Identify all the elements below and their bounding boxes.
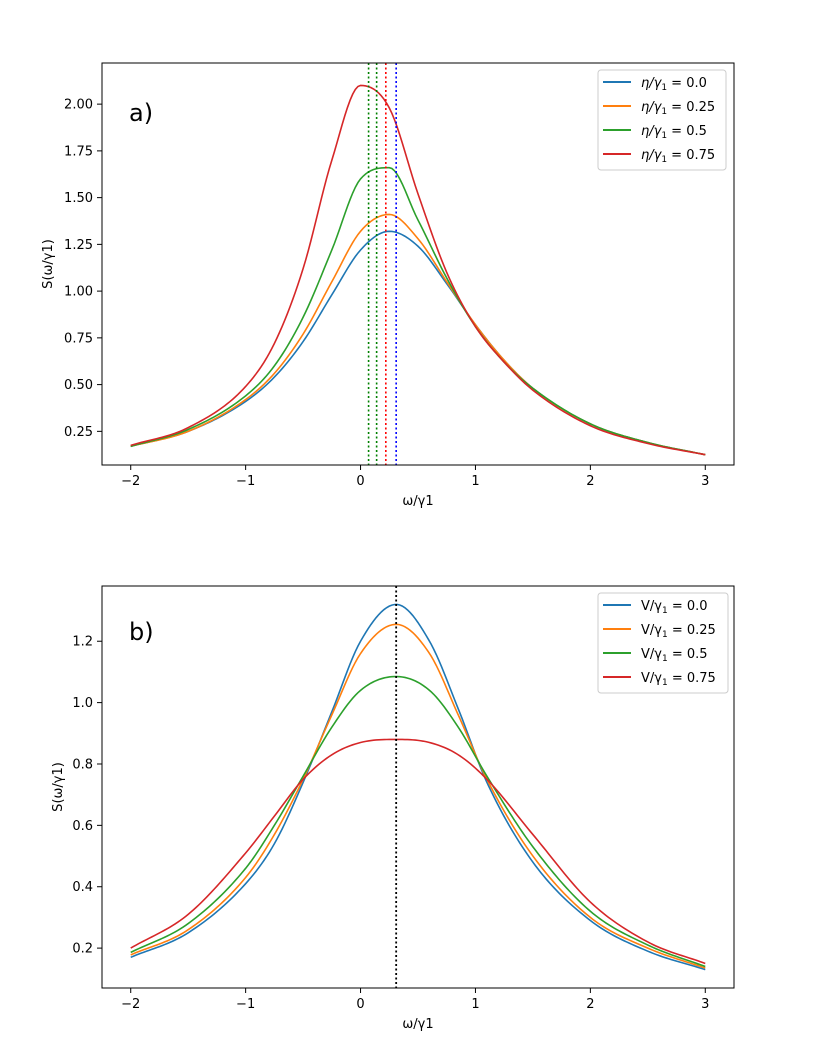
x-tick-label-b: 2 — [586, 997, 594, 1012]
legend-box-a — [597, 69, 727, 171]
series-line-b-1 — [130, 623, 706, 969]
x-tick-label-a: 0 — [356, 474, 364, 489]
legend-label-a-1: η/γ1 = 0.25 — [641, 100, 715, 117]
y-tick-label-a: 2.00 — [64, 98, 93, 113]
plot-frame-b — [101, 585, 735, 989]
y-tick-label-a: 1.50 — [64, 191, 93, 206]
series-line-b-3 — [130, 738, 706, 965]
x-tick-label-a: −1 — [236, 474, 255, 489]
x-tick-label-a: 2 — [586, 474, 594, 489]
legend-label-b-2: V/γ1 = 0.5 — [641, 647, 708, 664]
panel-label-b: b) — [129, 618, 154, 646]
y-tick-label-b: 1.2 — [72, 635, 93, 650]
plot-content-b — [130, 586, 706, 988]
x-tick-label-b: 3 — [701, 997, 709, 1012]
y-tick-label-b: 0.4 — [72, 880, 93, 895]
x-tick-label-b: −1 — [236, 997, 255, 1012]
plot-content-a — [130, 63, 706, 465]
legend-box-b — [597, 592, 729, 694]
y-axis-label-b: S(ω/γ1) — [51, 762, 66, 812]
legend-label-a-3: η/γ1 = 0.75 — [641, 148, 715, 165]
x-tick-label-a: −2 — [121, 474, 140, 489]
y-ticks-a: 0.25 0.50 0.75 1.00 1.25 1.50 1.75 2.00 — [64, 98, 102, 440]
y-ticks-b: 0.2 0.4 0.6 0.8 1.0 1.2 — [72, 635, 102, 957]
panel-a: −2 −1 0 1 2 3 0.25 0.50 0.75 1.00 1.25 1.50 1.75 2.0… — [41, 62, 735, 509]
legend-label-b-0: V/γ1 = 0.0 — [641, 599, 708, 616]
x-tick-label-b: 1 — [471, 997, 479, 1012]
y-tick-label-a: 0.75 — [64, 331, 93, 346]
y-tick-label-a: 1.25 — [64, 238, 93, 253]
x-tick-label-b: −2 — [121, 997, 140, 1012]
y-tick-label-a: 0.25 — [64, 425, 93, 440]
legend-label-b-1: V/γ1 = 0.25 — [641, 623, 716, 640]
y-axis-label-a: S(ω/γ1) — [41, 239, 56, 289]
x-axis-label-a: ω/γ1 — [402, 494, 433, 509]
legend-label-b-3: V/γ1 = 0.75 — [641, 671, 716, 688]
series-line-a-2 — [130, 166, 706, 456]
plot-frame-a — [101, 62, 735, 466]
series-line-b-2 — [130, 675, 706, 968]
x-tick-label-a: 3 — [701, 474, 709, 489]
legend-a: η/γ1 = 0.0 η/γ1 = 0.25 η/γ1 = 0.5 η/γ1 = 0.… — [597, 69, 727, 171]
x-axis-label-b: ω/γ1 — [402, 1017, 433, 1032]
y-tick-label-b: 0.8 — [72, 757, 93, 772]
y-tick-label-b: 1.0 — [72, 696, 93, 711]
panel-label-a: a) — [129, 99, 153, 127]
legend-label-a-0: η/γ1 = 0.0 — [641, 76, 707, 93]
y-tick-label-b: 0.2 — [72, 942, 93, 957]
x-ticks-a: −2 −1 0 1 2 3 — [121, 465, 709, 489]
y-tick-label-a: 1.75 — [64, 144, 93, 159]
x-tick-label-a: 1 — [471, 474, 479, 489]
x-ticks-b: −2 −1 0 1 2 3 — [121, 988, 709, 1012]
series-line-b-0 — [130, 603, 706, 971]
x-tick-label-b: 0 — [356, 997, 364, 1012]
panel-b: −2 −1 0 1 2 3 0.2 0.4 0.6 0.8 1.0 1.2 ω/γ1 S(ω/γ1)… — [51, 585, 735, 1032]
y-tick-label-a: 0.50 — [64, 378, 93, 393]
series-line-a-3 — [130, 84, 706, 456]
legend-b: V/γ1 = 0.0 V/γ1 = 0.25 V/γ1 = 0.5 V/γ1 = 0.… — [597, 592, 729, 694]
legend-label-a-2: η/γ1 = 0.5 — [641, 124, 707, 141]
y-tick-label-b: 0.6 — [72, 819, 93, 834]
y-tick-label-a: 1.00 — [64, 285, 93, 300]
